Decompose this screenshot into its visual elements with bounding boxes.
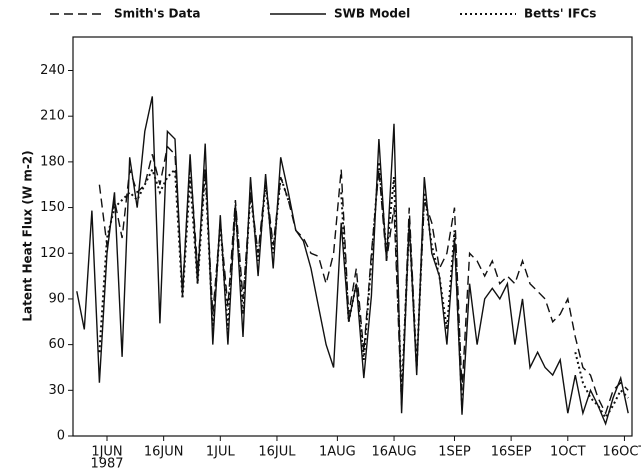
x-tick-label: 16OCT: [603, 445, 641, 460]
x-tick-label: 16JUN: [144, 445, 184, 460]
y-tick-label: 240: [40, 63, 65, 78]
y-axis-label: Latent Heat Flux (W m-2): [21, 150, 35, 321]
y-tick-label: 90: [48, 291, 65, 306]
x-tick-label: 1JUN: [91, 445, 122, 460]
series-line: [98, 161, 629, 420]
x-tick-label: 16JUL: [258, 445, 296, 460]
legend-label: Smith's Data: [114, 7, 200, 21]
series-line: [98, 145, 629, 416]
x-tick-label: 1SEP: [438, 445, 471, 460]
y-tick-label: 150: [40, 200, 65, 215]
x-tick-label: 1OCT: [550, 445, 586, 460]
series-line: [76, 96, 629, 426]
y-tick-label: 0: [57, 429, 65, 444]
x-tick-label: 16AUG: [372, 445, 417, 460]
x-tick-label: 16SEP: [491, 445, 532, 460]
y-tick-label: 180: [40, 154, 65, 169]
legend-label: Betts' IFCs: [524, 7, 596, 21]
legend-label: SWB Model: [334, 7, 410, 21]
y-tick-label: 60: [48, 337, 65, 352]
x-tick-label: 1JUL: [206, 445, 236, 460]
plot-frame: [72, 36, 633, 437]
x-year-label: 1987: [90, 457, 123, 470]
y-tick-label: 210: [40, 109, 65, 124]
x-tick-label: 1AUG: [319, 445, 356, 460]
y-tick-label: 120: [40, 246, 65, 261]
y-tick-label: 30: [48, 383, 65, 398]
